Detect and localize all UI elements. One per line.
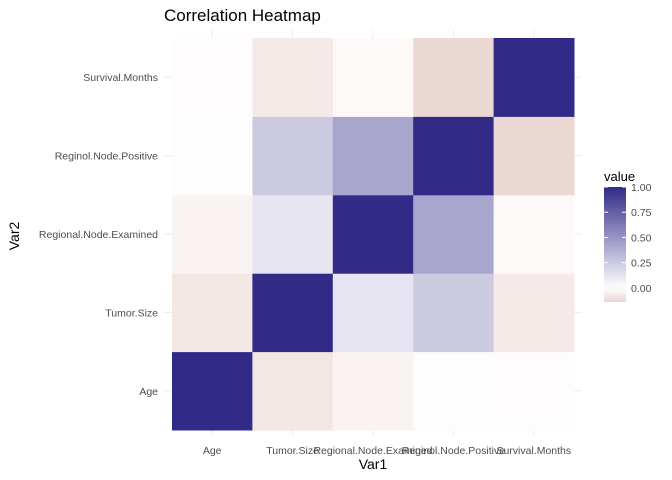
heatmap-cell xyxy=(332,116,414,196)
heatmap-cell xyxy=(172,194,253,274)
y-tick-label: Regional.Node.Examined xyxy=(39,229,158,241)
heatmap-cell xyxy=(413,116,495,196)
heatmap-cell xyxy=(332,351,414,431)
legend-tick-label: 0.75 xyxy=(631,207,652,219)
heatmap-cell xyxy=(332,194,414,274)
y-tick-label: Age xyxy=(139,386,158,398)
heatmap-cell xyxy=(252,38,334,117)
heatmap-cell xyxy=(252,194,334,274)
x-axis-title: Var1 xyxy=(359,456,388,472)
legend-tick-label: 0.25 xyxy=(631,258,652,270)
legend-colorbar xyxy=(604,187,626,302)
heatmap-cell xyxy=(493,273,575,353)
heatmap-cell xyxy=(413,38,495,117)
heatmap-cell xyxy=(413,351,495,431)
heatmap-cell xyxy=(332,273,414,353)
heatmap-cell xyxy=(252,273,334,353)
heatmap-cell xyxy=(413,194,495,274)
y-tick-label: Survival.Months xyxy=(83,72,158,84)
heatmap-cell xyxy=(493,194,575,274)
legend-title: value xyxy=(604,169,635,184)
heatmap-cell xyxy=(332,38,414,117)
x-tick-label: Age xyxy=(203,445,222,457)
y-tick-label: Tumor.Size xyxy=(105,307,158,319)
x-tick-label: Tumor.Size xyxy=(266,445,319,457)
x-tick-label: Regional.Node.Examined xyxy=(313,445,432,457)
x-tick-labels: Age Tumor.SizeRegional.Node.ExaminedRegin… xyxy=(203,445,571,457)
legend-ticks: 1.00 0.75 0.50 0.25 0.00 xyxy=(604,182,652,295)
y-tick-labels: Age Tumor.Size Regional.Node.Examined Regin… xyxy=(39,72,158,398)
heatmap-cell xyxy=(172,38,253,117)
x-tick-label: Survival.Months xyxy=(496,445,571,457)
heatmap-cell xyxy=(252,351,334,431)
chart-title: Correlation Heatmap xyxy=(164,6,321,25)
legend-tick-label: 1.00 xyxy=(631,182,652,194)
x-tick-label: Reginol.Node.Positive xyxy=(402,445,505,457)
heatmap-cell xyxy=(252,116,334,196)
y-axis-title: Var2 xyxy=(6,222,22,251)
heatmap-cell xyxy=(413,273,495,353)
heatmap-cell xyxy=(172,273,253,353)
heatmap-cell xyxy=(493,116,575,196)
heatmap-cell xyxy=(172,351,253,431)
legend-tick-label: 0.00 xyxy=(631,283,652,295)
heatmap-cell xyxy=(493,38,575,117)
y-tick-label: Reginol.Node.Positive xyxy=(55,151,158,163)
legend: value 1.00 0.75 0.50 0.25 0.00 xyxy=(604,169,652,302)
heatmap-cells xyxy=(172,38,575,431)
heatmap-cell xyxy=(172,116,253,196)
legend-tick-label: 0.50 xyxy=(631,232,652,244)
heatmap-cell xyxy=(493,351,575,431)
